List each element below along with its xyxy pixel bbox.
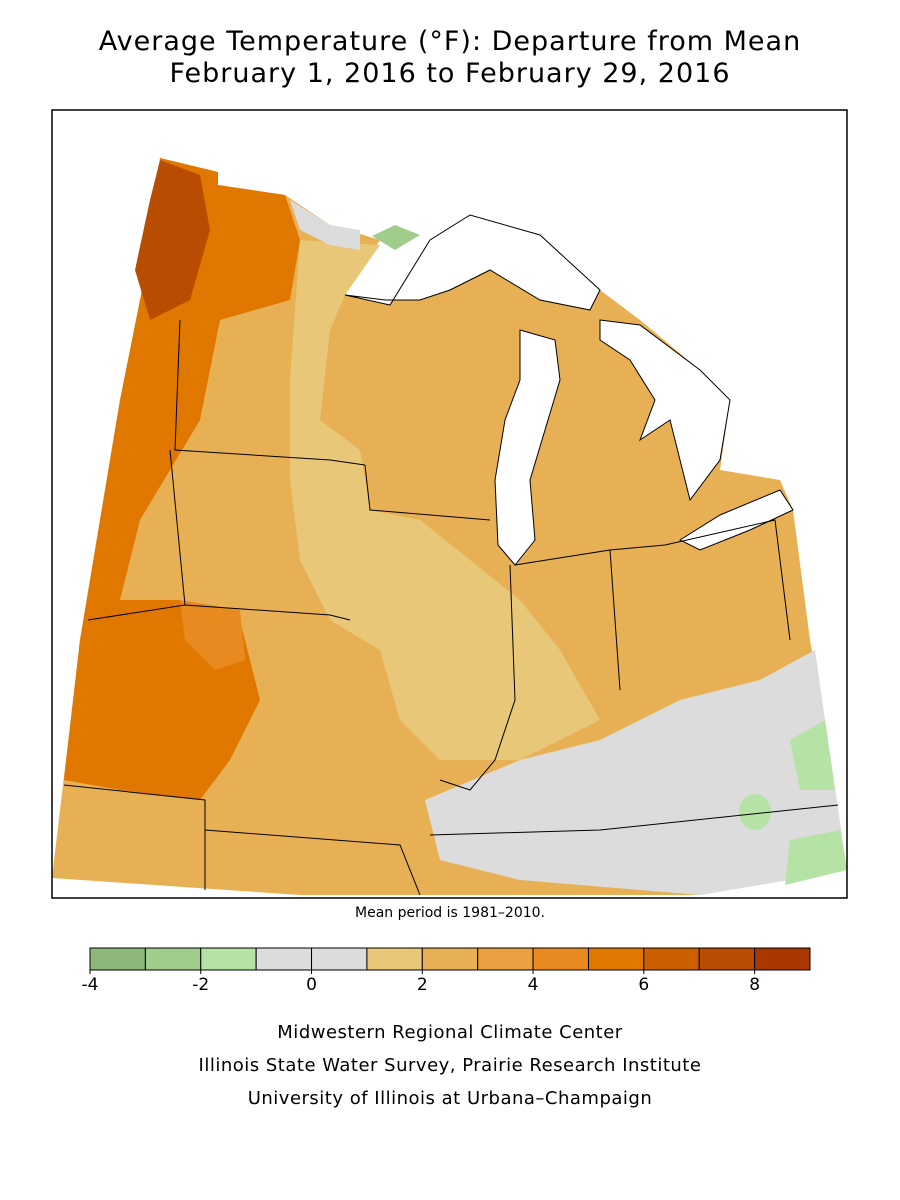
legend-tick-label: 6 (638, 975, 649, 995)
legend-swatch (144, 947, 202, 971)
legend-tick-label: 8 (749, 975, 760, 995)
legend-swatch (587, 947, 645, 971)
orange-zone (180, 600, 245, 670)
legend-tick-label: 0 (306, 975, 317, 995)
legend-swatch (89, 947, 146, 971)
cool-zone (739, 794, 771, 830)
state-borders (63, 319, 839, 896)
legend-swatch (643, 947, 700, 971)
cool-zone (372, 225, 420, 250)
legend-tick-label: 2 (417, 975, 428, 995)
credit-line: Midwestern Regional Climate Center (277, 1022, 623, 1043)
legend-tick-label: -4 (82, 975, 99, 995)
legend-swatch (754, 947, 811, 971)
cool-zone (790, 720, 835, 790)
legend-swatch (200, 947, 257, 971)
legend-swatch (311, 947, 368, 971)
lake-huron (599, 319, 731, 502)
lake-superior (344, 214, 601, 311)
mild-zone (290, 240, 600, 760)
legend-swatch (532, 947, 589, 971)
map (51, 109, 848, 899)
hot-zone (135, 160, 210, 320)
cool-zone (785, 830, 847, 885)
credit-line: Illinois State Water Survey, Prairie Res… (199, 1055, 702, 1076)
legend-swatch (698, 947, 756, 971)
credit-line: University of Illinois at Urbana–Champai… (248, 1088, 653, 1109)
legend-swatch (421, 947, 479, 971)
neutral-zone (425, 650, 847, 895)
legend-swatch (366, 947, 423, 971)
legend-swatch (255, 947, 313, 971)
legend-swatch (477, 947, 534, 971)
legend: -4 -2 0 2 4 6 8 (82, 947, 811, 995)
mean-period-note: Mean period is 1981–2010. (355, 905, 545, 921)
title-line: Average Temperature (°F): Departure from… (99, 26, 801, 57)
legend-tick-label: -2 (192, 975, 209, 995)
legend-tick-label: 4 (528, 975, 539, 995)
map-frame (51, 109, 848, 899)
title-line: February 1, 2016 to February 29, 2016 (169, 58, 730, 89)
lake-michigan (494, 329, 561, 566)
neutral-zone (290, 200, 360, 250)
